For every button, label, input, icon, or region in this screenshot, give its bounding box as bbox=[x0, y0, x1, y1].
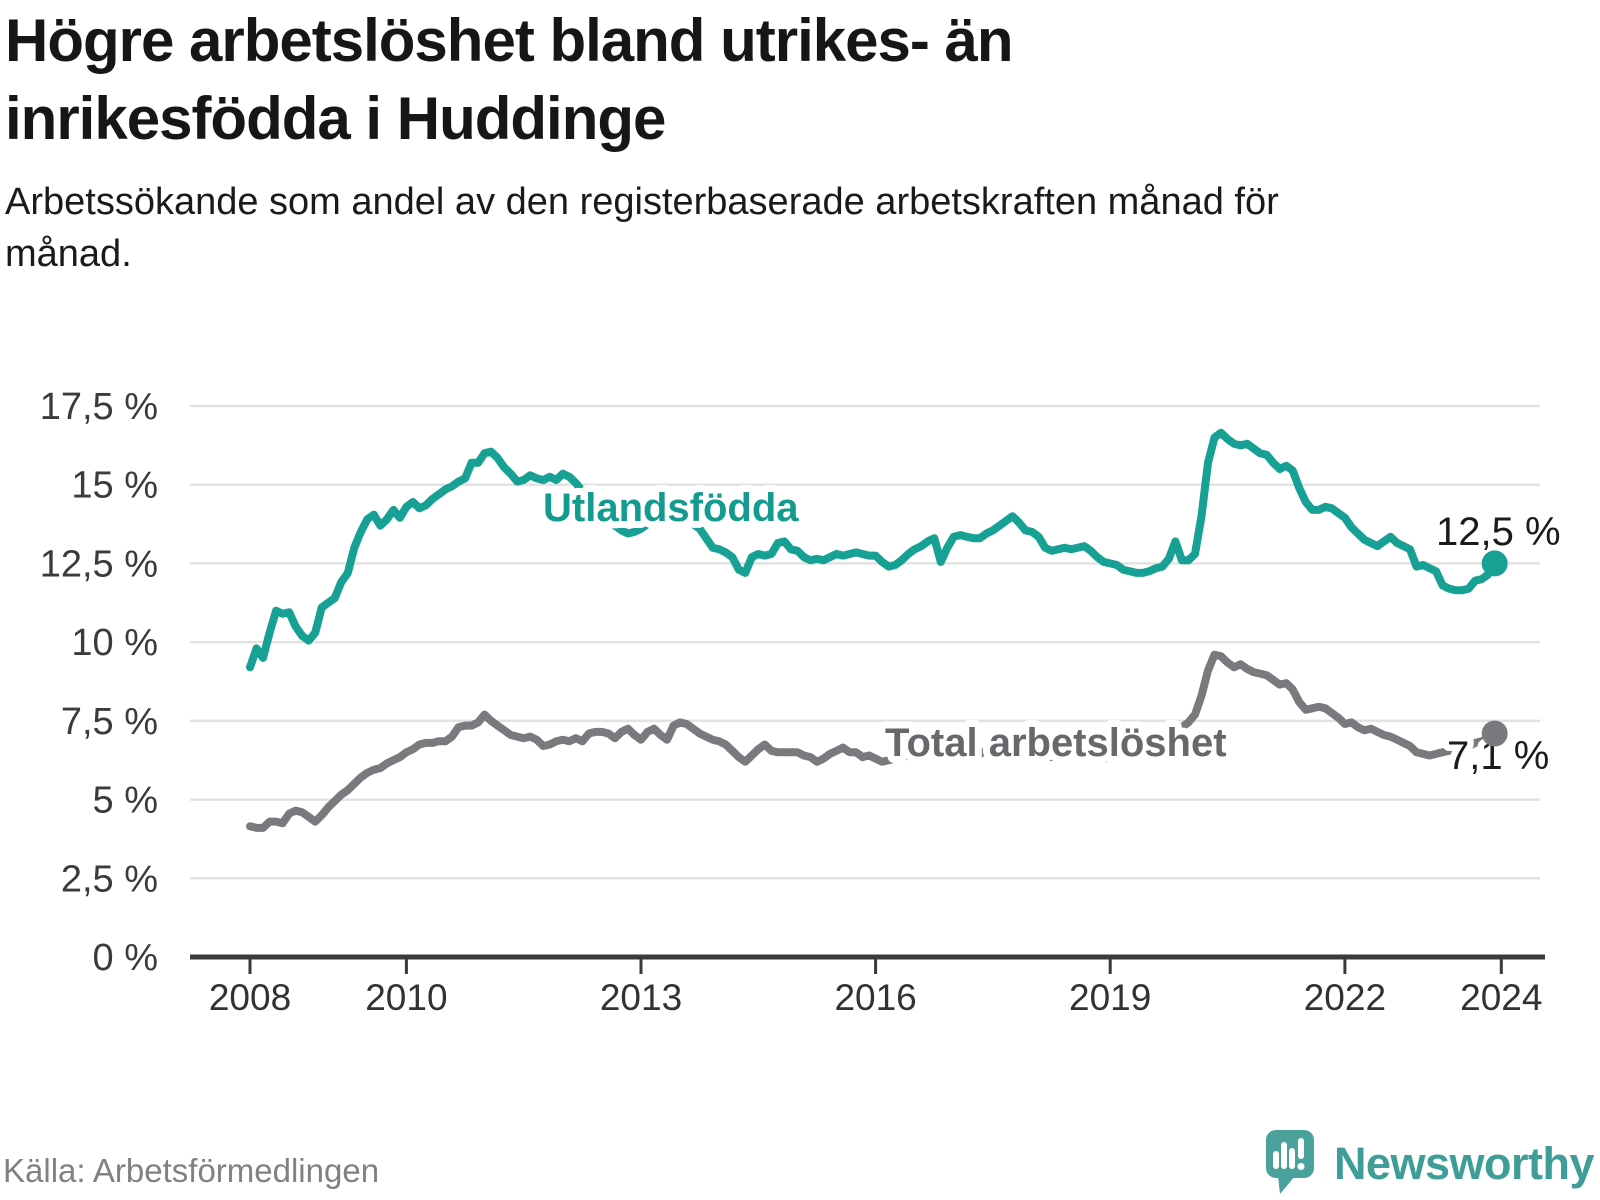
gridlines bbox=[190, 404, 1540, 880]
x-tick-label: 2010 bbox=[365, 977, 447, 1018]
x-tick-label: 2019 bbox=[1069, 977, 1151, 1018]
newsworthy-brand: Newsworthy bbox=[1265, 1130, 1595, 1198]
x-tick-label: 2016 bbox=[834, 977, 916, 1018]
total-unemployment-line bbox=[246, 650, 1499, 832]
end-value-label-total: 7,1 % bbox=[1447, 734, 1549, 778]
y-tick-label: 10 % bbox=[71, 622, 158, 664]
y-tick-label: 12,5 % bbox=[40, 543, 158, 585]
series-label-utlandsfodda: Utlandsfödda bbox=[543, 486, 799, 530]
series-label-total: Total arbetslöshet bbox=[885, 721, 1227, 765]
chart-subtitle: Arbetssökande som andel av den registerb… bbox=[5, 181, 1279, 276]
x-tick-label: 2024 bbox=[1460, 977, 1542, 1018]
newsworthy-wordmark: Newsworthy bbox=[1333, 1138, 1595, 1189]
x-axis bbox=[190, 954, 1545, 974]
x-tick-label: 2008 bbox=[209, 977, 291, 1018]
source-note: Källa: Arbetsförmedlingen bbox=[3, 1152, 380, 1189]
chart-title: Högre arbetslöshet bland utrikes- än inr… bbox=[5, 7, 1014, 152]
total-end-dot bbox=[1481, 720, 1508, 747]
y-axis-labels: 17,5 % 15 % 12,5 % 10 % 7,5 % 5 % 2,5 % … bbox=[40, 386, 158, 979]
y-tick-label: 0 % bbox=[93, 937, 158, 979]
y-tick-label: 7,5 % bbox=[61, 701, 158, 743]
foreign-born-end-dot bbox=[1481, 550, 1508, 577]
y-tick-label: 17,5 % bbox=[40, 386, 158, 428]
x-tick-label: 2013 bbox=[600, 977, 682, 1018]
x-tick-label: 2022 bbox=[1304, 977, 1386, 1018]
newsworthy-logo-icon bbox=[1265, 1130, 1314, 1194]
x-axis-labels: 2008 2010 2013 2016 2019 2022 2024 bbox=[209, 977, 1543, 1018]
y-tick-label: 5 % bbox=[93, 780, 158, 822]
y-tick-label: 2,5 % bbox=[61, 858, 158, 900]
end-value-label-foreign-born: 12,5 % bbox=[1436, 510, 1561, 554]
y-tick-label: 15 % bbox=[71, 465, 158, 507]
foreign-born-line bbox=[246, 428, 1499, 672]
